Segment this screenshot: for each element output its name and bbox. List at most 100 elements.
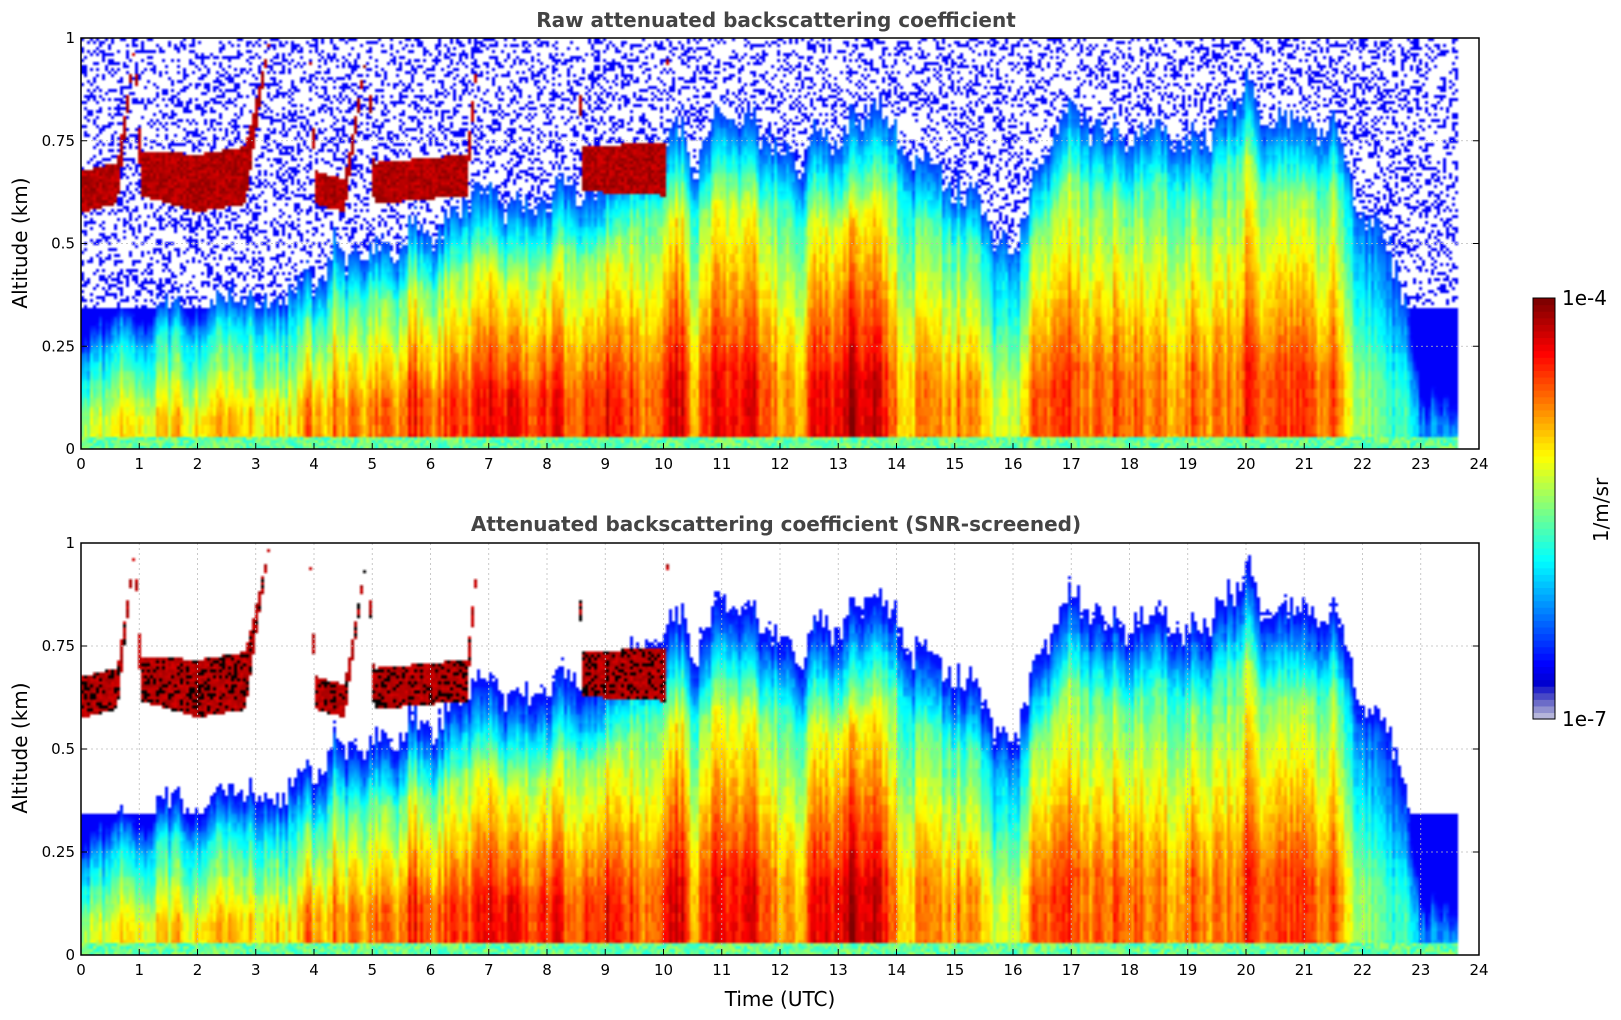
x-tick-label: 16: [1003, 455, 1022, 473]
colorbar-band: [1533, 429, 1555, 437]
colorbar-band: [1533, 337, 1555, 345]
x-tick-label: 20: [1236, 961, 1255, 979]
x-tick-label: 5: [367, 961, 377, 979]
x-tick-label: 0: [76, 961, 86, 979]
x-tick-label: 19: [1178, 455, 1197, 473]
colorbar-band: [1533, 613, 1555, 621]
x-tick-label: 22: [1353, 961, 1372, 979]
colorbar-min-label: 1e-7: [1562, 707, 1607, 731]
y-tick-label: 0.75: [42, 132, 75, 150]
colorbar-band: [1533, 508, 1555, 516]
x-tick-label: 7: [484, 961, 494, 979]
colorbar: 1e-4 1e-7 1/m/sr: [1532, 286, 1613, 731]
x-tick-label: 6: [426, 961, 436, 979]
colorbar-band: [1533, 515, 1555, 523]
x-tick-label: 8: [542, 455, 552, 473]
y-axis-ticks: 0 0.25 0.5 0.75 1: [42, 29, 1479, 458]
colorbar-band: [1533, 541, 1555, 549]
x-tick-label: 7: [484, 455, 494, 473]
colorbar-band: [1533, 422, 1555, 431]
colorbar-band: [1533, 376, 1555, 385]
x-tick-label: 4: [309, 455, 319, 473]
y-tick-label: 0: [65, 440, 75, 458]
colorbar-frame: [1532, 297, 1556, 720]
x-tick-label: 10: [654, 961, 673, 979]
x-tick-label: 2: [193, 961, 203, 979]
colorbar-band: [1533, 409, 1555, 418]
colorbar-band: [1533, 475, 1555, 483]
colorbar-band: [1533, 304, 1555, 312]
x-tick-label: 10: [654, 455, 673, 473]
colorbar-band: [1533, 554, 1555, 562]
colorbar-band: [1533, 396, 1555, 404]
x-tick-label: 24: [1469, 455, 1488, 473]
colorbar-band: [1533, 640, 1555, 648]
colorbar-band: [1533, 692, 1555, 700]
x-tick-label: 12: [770, 455, 789, 473]
x-tick-label: 17: [1062, 961, 1081, 979]
colorbar-band: [1533, 403, 1555, 411]
colorbar-band: [1533, 600, 1555, 608]
x-tick-label: 11: [712, 455, 731, 473]
x-tick-label: 3: [251, 961, 261, 979]
colorbar-band: [1533, 317, 1555, 325]
colorbar-band: [1533, 705, 1555, 714]
x-axis-ticks: 0 1 2 3 4 5 6 7 8 9 10 11 12 13 14 15 16 17 18 19 20 21 22 23 24: [76, 949, 1489, 979]
colorbar-band: [1533, 679, 1555, 687]
colorbar-band: [1533, 357, 1555, 365]
colorbar-band: [1533, 672, 1555, 681]
colorbar-band: [1533, 626, 1555, 635]
y-axis-label: Altitude (km): [8, 177, 32, 308]
x-tick-label: 21: [1295, 961, 1314, 979]
colorbar-band: [1533, 370, 1555, 378]
y-axis-ticks: 0 0.25 0.5 0.75 1: [42, 534, 1479, 964]
colorbar-band: [1533, 488, 1555, 496]
colorbar-band: [1533, 311, 1555, 319]
x-tick-label: 1: [134, 455, 144, 473]
y-tick-label: 1: [65, 534, 75, 552]
y-axis-label: Altitude (km): [8, 682, 32, 813]
colorbar-band: [1533, 580, 1555, 589]
x-tick-label: 1: [134, 961, 144, 979]
colorbar-band: [1533, 666, 1555, 674]
x-tick-label: 24: [1469, 961, 1488, 979]
x-tick-label: 2: [193, 455, 203, 473]
colorbar-band: [1533, 330, 1555, 339]
colorbar-band: [1533, 501, 1555, 510]
x-tick-label: 4: [309, 961, 319, 979]
colorbar-band: [1533, 594, 1555, 602]
y-tick-label: 0.5: [51, 235, 75, 253]
x-tick-label: 3: [251, 455, 261, 473]
colorbar-band: [1533, 699, 1555, 707]
colorbar-band: [1533, 436, 1555, 444]
colorbar-band: [1533, 587, 1555, 595]
colorbar-band: [1533, 646, 1555, 654]
y-tick-label: 0.25: [42, 843, 75, 861]
raw-backscatter-panel: Raw attenuated backscattering coefficien…: [8, 8, 1489, 473]
x-tick-label: 13: [829, 455, 848, 473]
colorbar-unit-label: 1/m/sr: [1589, 477, 1613, 542]
x-tick-label: 17: [1062, 455, 1081, 473]
colorbar-band: [1533, 416, 1555, 424]
colorbar-band: [1533, 607, 1555, 615]
colorbar-band: [1533, 344, 1555, 352]
colorbar-band: [1533, 521, 1555, 529]
colorbar-band: [1533, 390, 1555, 398]
colorbar-band: [1533, 561, 1555, 569]
y-tick-label: 1: [65, 29, 75, 47]
x-tick-label: 0: [76, 455, 86, 473]
x-tick-label: 21: [1295, 455, 1314, 473]
colorbar-band: [1533, 686, 1555, 694]
colorbar-band: [1533, 383, 1555, 391]
colorbar-band: [1533, 482, 1555, 490]
x-tick-label: 13: [829, 961, 848, 979]
colorbar-band: [1533, 567, 1555, 575]
colorbar-band: [1533, 455, 1555, 464]
panel-title: Attenuated backscattering coefficient (S…: [471, 512, 1081, 536]
colorbar-band: [1533, 449, 1555, 457]
grid-lines: [81, 140, 1479, 347]
colorbar-band: [1533, 442, 1555, 450]
colorbar-band: [1533, 574, 1555, 582]
x-tick-label: 16: [1003, 961, 1022, 979]
x-tick-label: 18: [1120, 961, 1139, 979]
